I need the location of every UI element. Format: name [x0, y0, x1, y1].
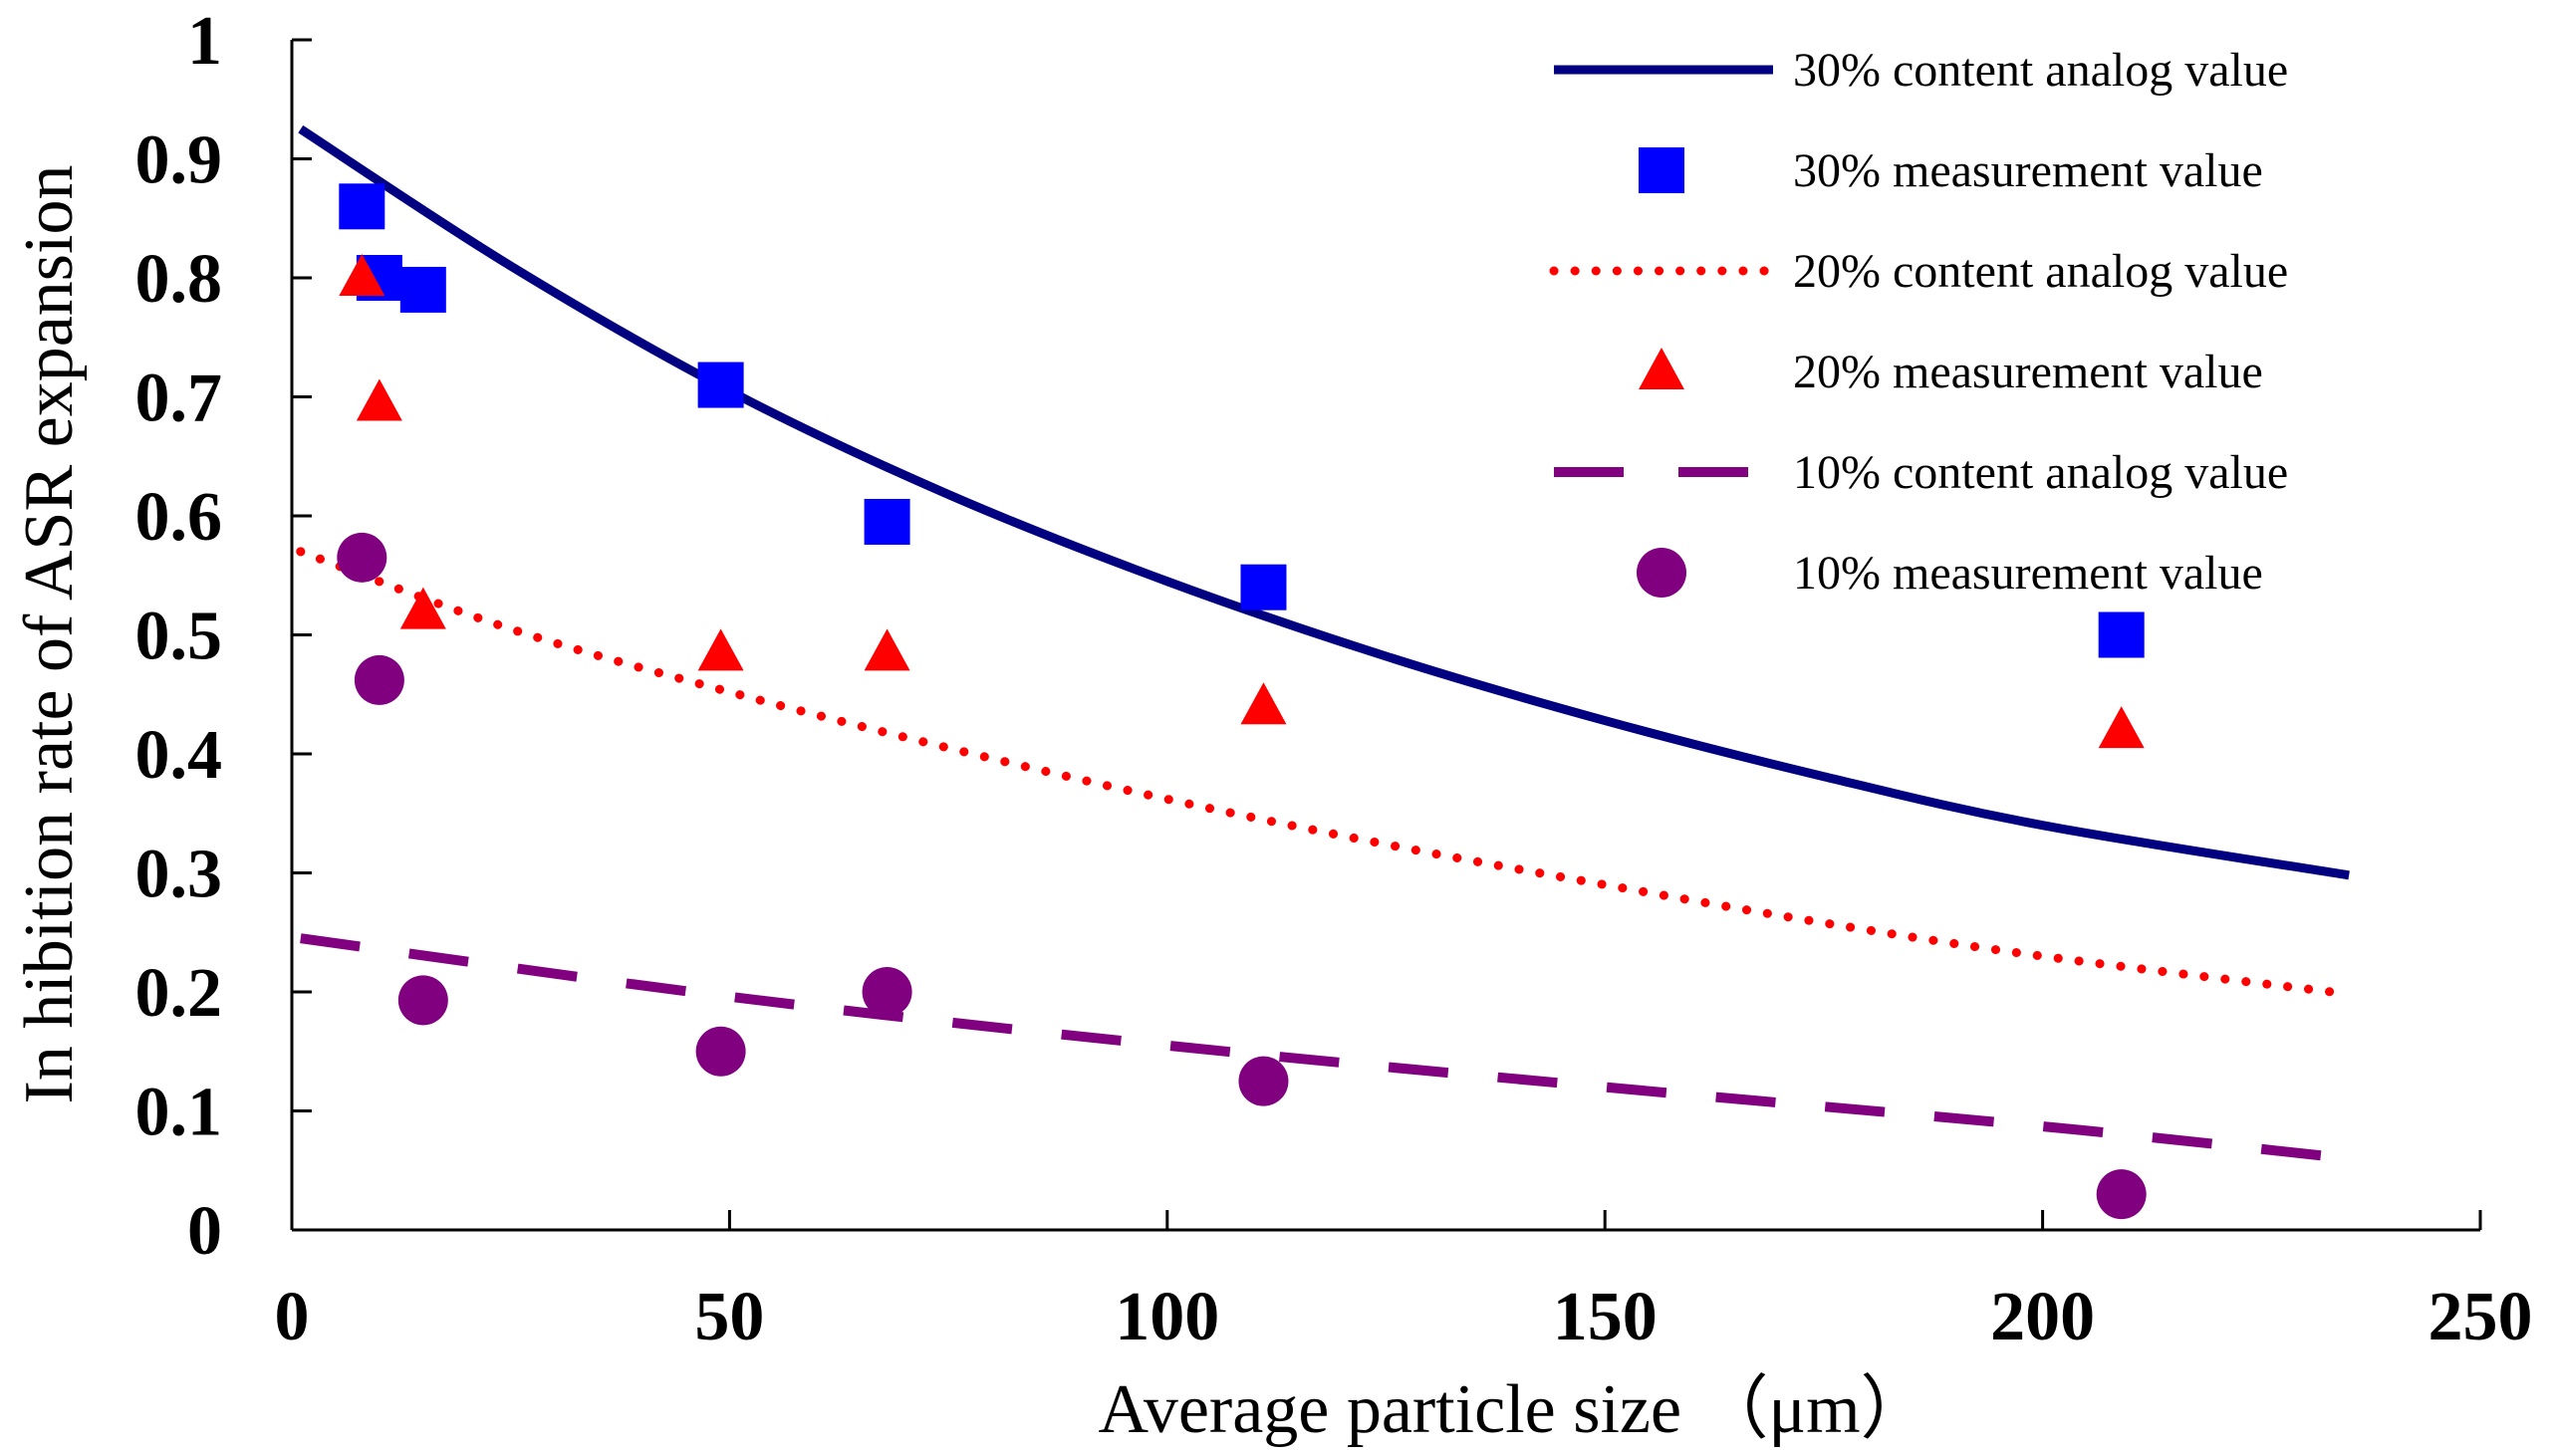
x-tick-label: 0: [275, 1279, 310, 1355]
legend-item-s20-analog: 20% content analog value: [1549, 245, 2288, 298]
s10-meas-point: [695, 1026, 746, 1077]
s20-meas-markers: [339, 254, 2145, 749]
y-tick-label: 0.1: [135, 1075, 223, 1151]
s20-meas-point: [356, 378, 402, 421]
legend-label-s20-analog: 20% content analog value: [1793, 245, 2288, 298]
s30-meas-point: [2098, 611, 2145, 658]
y-tick-label: 0.4: [135, 717, 223, 794]
s30-meas-point: [339, 183, 385, 230]
legend-label-s10-analog: 10% content analog value: [1793, 446, 2288, 499]
y-tick-label: 0.5: [135, 599, 223, 675]
s30-analog-line: [298, 124, 2350, 880]
legend-item-s20-meas: 20% measurement value: [1639, 346, 2263, 398]
x-axis-title: Average particle size （μm）: [1098, 1371, 1929, 1448]
s30-meas-point: [864, 498, 910, 545]
x-tick-label: 200: [1990, 1279, 2095, 1355]
s20-meas-point: [2098, 706, 2145, 749]
s10-analog-line: [300, 933, 2350, 1164]
s20-meas-point: [399, 587, 446, 629]
s20-meas-point: [339, 254, 385, 296]
y-tick-label: 0.2: [135, 955, 223, 1032]
y-axis-title: In hibition rate of ASR expansion: [11, 165, 88, 1104]
legend-swatch-s30-meas: [1639, 147, 1684, 193]
legend-label-s30-meas: 30% measurement value: [1793, 144, 2263, 197]
legend-label-s10-meas: 10% measurement value: [1793, 547, 2263, 600]
y-tick-label: 0.7: [135, 361, 223, 437]
y-tick-label: 0.9: [135, 122, 223, 199]
s20-analog-line: [296, 547, 2337, 997]
legend-swatch-s10-meas: [1637, 548, 1686, 598]
x-tick-label: 100: [1115, 1279, 1219, 1355]
s30-meas-point: [1240, 564, 1287, 610]
legend: 30% content analog value 30% measurement …: [1549, 44, 2288, 600]
s10-meas-point: [337, 532, 387, 583]
axes: [290, 40, 2480, 1232]
x-tick-label: 150: [1553, 1279, 1658, 1355]
legend-item-s10-analog: 10% content analog value: [1554, 446, 2288, 499]
x-tick-label: 50: [694, 1279, 764, 1355]
s10-meas-point: [397, 975, 448, 1026]
y-tick-label: 0.6: [135, 479, 223, 556]
s10-meas-point: [1238, 1056, 1289, 1106]
legend-label-s30-analog: 30% content analog value: [1793, 44, 2288, 97]
s30-meas-point: [399, 266, 446, 313]
s10-meas-point: [862, 967, 912, 1017]
legend-item-s30-meas: 30% measurement value: [1639, 144, 2263, 197]
legend-label-s20-meas: 20% measurement value: [1793, 346, 2263, 398]
legend-item-s10-meas: 10% measurement value: [1637, 547, 2263, 600]
legend-item-s30-analog: 30% content analog value: [1554, 44, 2288, 97]
s30-meas-point: [697, 362, 744, 408]
s10-meas-point: [354, 654, 404, 705]
s10-meas-point: [2096, 1169, 2147, 1220]
y-tick-label: 0: [187, 1193, 222, 1270]
s20-meas-point: [864, 628, 910, 671]
y-ticks: 0 0.1 0.2 0.3 0.4 0.5 0.6 0.7 0.8 0.9 1: [135, 3, 312, 1270]
y-tick-label: 1: [187, 3, 222, 80]
plot-area: [296, 124, 2350, 1220]
legend-swatch-s20-meas: [1639, 348, 1684, 389]
x-ticks: 0 50 100 150 200 250: [275, 1210, 2533, 1355]
s10-meas-markers: [337, 532, 2147, 1220]
x-tick-label: 250: [2428, 1279, 2533, 1355]
y-tick-label: 0.8: [135, 241, 223, 318]
s20-meas-point: [697, 628, 744, 671]
s20-meas-point: [1240, 682, 1287, 725]
y-tick-label: 0.3: [135, 837, 223, 913]
